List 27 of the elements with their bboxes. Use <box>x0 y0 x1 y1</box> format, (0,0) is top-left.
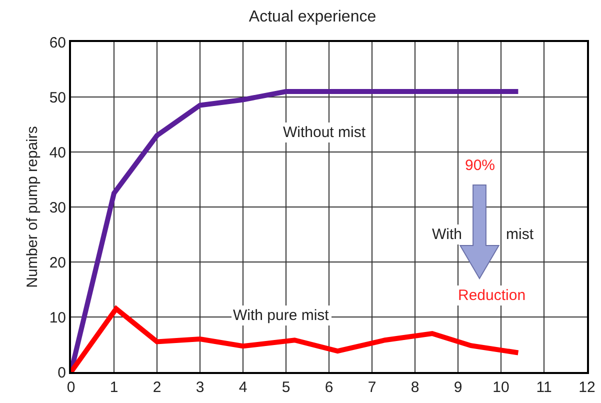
annotation: 90% <box>465 157 496 174</box>
y-tick-label: 50 <box>49 89 66 106</box>
y-tick-label: 20 <box>49 254 66 272</box>
series-label: With pure mist <box>233 307 330 324</box>
chart-title: Actual experience <box>248 8 376 26</box>
y-axis-title: Number of pump repairs <box>24 126 42 288</box>
x-tick-label: 8 <box>410 379 420 396</box>
annotation: mist <box>506 226 534 243</box>
x-tick-label: 10 <box>492 379 510 396</box>
annotation: Reduction <box>458 287 526 304</box>
x-tick-label: 1 <box>110 379 118 396</box>
y-tick-label: 60 <box>49 34 66 52</box>
x-tick-label: 11 <box>536 379 552 396</box>
y-tick-label: 30 <box>49 199 66 216</box>
text: Without mist <box>283 124 366 141</box>
annotation: With <box>432 226 462 243</box>
x-tick-label: 6 <box>324 379 334 396</box>
x-tick-label: 4 <box>238 379 248 396</box>
x-tick-label: 3 <box>196 379 204 396</box>
x-tick-label: 9 <box>454 379 462 396</box>
x-tick-label: 7 <box>368 379 376 396</box>
x-tick-label: 2 <box>152 379 162 396</box>
y-tick-label: 10 <box>49 309 66 326</box>
x-tick-label: 12 <box>578 379 596 396</box>
y-tick-label: 0 <box>58 364 66 382</box>
x-tick-label: 5 <box>282 379 290 396</box>
y-tick-label: 40 <box>49 144 66 162</box>
